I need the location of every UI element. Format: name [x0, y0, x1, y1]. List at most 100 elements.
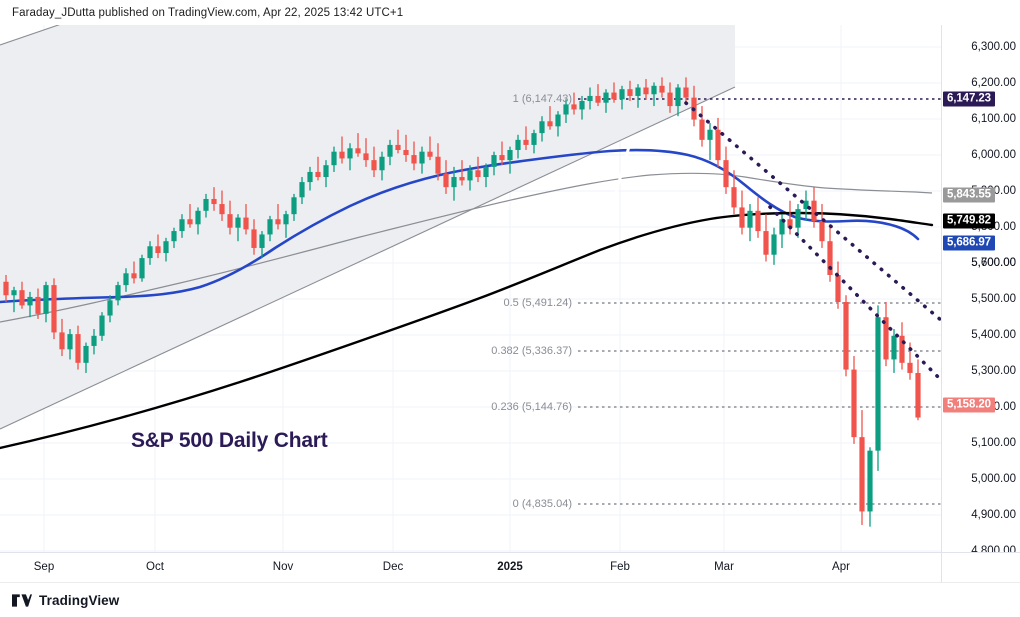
candle-body [611, 92, 617, 100]
candle-body [123, 273, 129, 286]
candle-body [699, 119, 705, 140]
candle-body [731, 187, 737, 208]
price-tick: 6,200.00 [971, 77, 1016, 89]
candle-body [547, 121, 553, 127]
candle-body [531, 133, 537, 145]
candle-body [187, 219, 193, 225]
time-tick: Sep [33, 561, 55, 573]
candle-body [59, 332, 65, 350]
time-tick: Oct [146, 561, 164, 573]
price-tick: 5,400.00 [971, 329, 1016, 341]
candle-body [435, 156, 441, 174]
price-tick: 5,000.00 [971, 473, 1016, 485]
candle-body [659, 85, 665, 93]
candle-body [787, 219, 793, 228]
candle-body [643, 87, 649, 95]
candle-body [323, 165, 329, 178]
candle-body [283, 214, 289, 225]
downtrend-line-lower [768, 205, 941, 383]
price-tick: 4,900.00 [971, 509, 1016, 521]
candle-body [131, 273, 137, 279]
ma-blue-price-badge[interactable]: 5,686.97 [943, 235, 995, 251]
white-mask-line [606, 141, 632, 223]
candle-body [387, 144, 393, 157]
fib-label-0: 0 (4,835.04) [512, 498, 572, 510]
candle-body [211, 198, 217, 205]
ma-black-price-badge[interactable]: 5,749.82 [943, 213, 995, 229]
candle-body [619, 89, 625, 100]
fib-label-05: 0.5 (5,491.24) [503, 297, 573, 309]
candle-body [355, 148, 361, 154]
channel-lower-line [0, 86, 736, 430]
time-tick: Mar [714, 561, 734, 573]
moving-average-gray-line [0, 172, 933, 323]
candle-body [795, 209, 801, 228]
chart-title-annotation: S&P 500 Daily Chart [131, 429, 328, 452]
publisher-credit: Faraday_JDutta published on TradingView.… [12, 6, 404, 19]
candle-body [499, 155, 505, 161]
moving-average-blue-line [0, 148, 920, 304]
candle-body [523, 139, 529, 145]
candle-body [259, 234, 265, 248]
candle-body [603, 92, 609, 103]
candle-body [11, 290, 17, 296]
candle-body [267, 219, 273, 235]
downtrend-lines [684, 101, 941, 383]
tradingview-brand-label: TradingView [39, 592, 120, 608]
candle-body [707, 129, 713, 140]
downtrend-line-upper [684, 101, 941, 323]
candle-body [339, 151, 345, 159]
time-tick: Feb [610, 561, 630, 573]
candle-body [867, 450, 873, 512]
candle-body [915, 372, 921, 418]
candle-body [395, 144, 401, 150]
chart-plot-area[interactable]: 1 (6,147.43) 0.5 (5,491.24) 0.382 (5,336… [0, 25, 941, 552]
price-tick: 4,800.00 [971, 545, 1016, 552]
candle-body [19, 290, 25, 306]
candle-body [779, 219, 785, 235]
fib-label-0236: 0.236 (5,144.76) [491, 401, 572, 413]
candle-body [507, 149, 513, 161]
candle-body [403, 149, 409, 156]
candle-body [235, 217, 241, 228]
candle-body [451, 177, 457, 188]
chart-header: Faraday_JDutta published on TradingView.… [0, 0, 1020, 25]
price-axis[interactable]: 6,300.006,200.006,100.006,000.005,900.00… [941, 25, 1020, 552]
tradingview-logo-icon [12, 593, 32, 607]
candle-body [251, 229, 257, 248]
candle-body [675, 87, 681, 107]
candle-body [715, 129, 721, 161]
candle-body [91, 335, 97, 346]
fib-top-price-badge[interactable]: 6,147.23 [943, 91, 995, 107]
candle-body [171, 231, 177, 242]
time-axis[interactable]: Sep Oct Nov Dec 2025 Feb Mar Apr [0, 552, 941, 582]
last-price-badge[interactable]: 5,158.20 [943, 397, 995, 413]
candle-body [243, 217, 249, 230]
candle-body [491, 155, 497, 167]
candle-body [307, 171, 313, 183]
price-tick: 6,100.00 [971, 113, 1016, 125]
time-tick: 2025 [497, 561, 523, 573]
fib-label-0382: 0.382 (5,336.37) [491, 345, 572, 357]
candle-body [475, 170, 481, 178]
candle-body [875, 317, 881, 451]
ma-gray-price-badge[interactable]: 5,843.55 [943, 187, 995, 203]
candle-body [827, 241, 833, 275]
candle-body [155, 246, 161, 254]
candle-body [299, 182, 305, 198]
candle-body [75, 334, 81, 363]
candle-body [147, 246, 153, 259]
candle-body [859, 437, 865, 512]
candle-body [99, 315, 105, 336]
axis-corner [941, 552, 1020, 582]
candle-body [467, 170, 473, 181]
candle-body [571, 104, 577, 110]
candle-body [483, 166, 489, 178]
price-tick: 6,000.00 [971, 149, 1016, 161]
candle-body [3, 281, 9, 296]
candle-body [419, 151, 425, 164]
candle-body [667, 92, 673, 107]
candle-body [891, 335, 897, 360]
price-tick: 5,500.00 [971, 293, 1016, 305]
